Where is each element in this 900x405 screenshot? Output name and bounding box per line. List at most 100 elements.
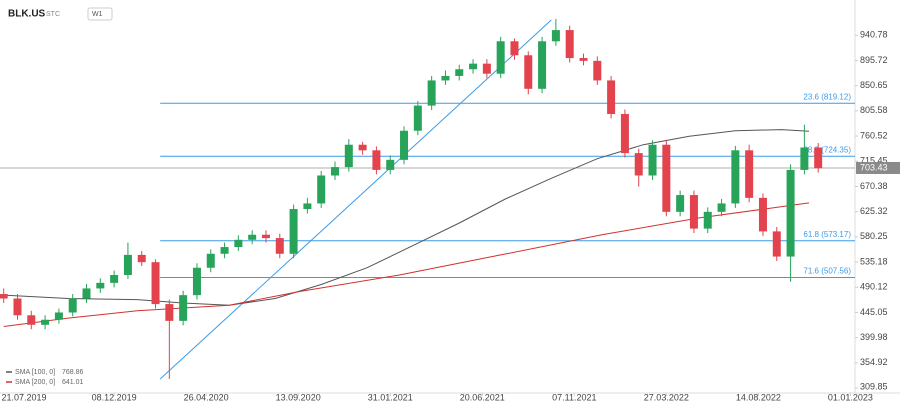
candle-body <box>220 247 229 254</box>
candle-body <box>427 80 436 106</box>
candle-body <box>275 238 284 254</box>
price-tag-label: 703.43 <box>860 162 888 172</box>
y-tick-label: 580.25 <box>860 231 888 241</box>
candle-body <box>413 105 422 131</box>
candle-body <box>469 63 478 70</box>
candle-body <box>648 144 657 176</box>
interval-box[interactable] <box>87 7 113 21</box>
candle-body <box>110 275 119 283</box>
market[interactable]: STC <box>46 11 60 18</box>
candle-body <box>234 239 243 248</box>
y-tick-label: 445.05 <box>860 307 888 317</box>
candle-body <box>179 295 188 321</box>
candle-body <box>551 30 560 42</box>
x-tick-label: 21.07.2019 <box>1 392 46 402</box>
sma-line <box>3 129 810 306</box>
x-tick-label: 07.11.2021 <box>552 392 596 402</box>
candle-body <box>620 113 629 154</box>
candle-body <box>565 30 574 59</box>
y-tick-label: 625.32 <box>860 206 888 216</box>
x-tick-label: 20.06.2021 <box>460 392 505 402</box>
candle-body <box>344 144 353 168</box>
y-tick-label: 354.92 <box>860 357 888 367</box>
candle-body <box>13 298 22 316</box>
candle-body <box>372 150 381 170</box>
candle-body <box>82 288 91 299</box>
legend-value: 641.01 <box>62 379 84 386</box>
legend-value: 768.86 <box>62 369 84 376</box>
price-tag <box>856 161 900 174</box>
candle-body <box>123 254 132 276</box>
legend-name: SMA [200, 0] <box>15 379 55 386</box>
candle-body <box>68 298 77 313</box>
interval[interactable]: W1 <box>92 11 103 18</box>
y-tick-label: 850.65 <box>860 80 888 90</box>
candle-body <box>524 55 533 89</box>
fib-label: 61.8 (573.17) <box>803 230 851 239</box>
candle-body <box>607 80 616 114</box>
candle-body <box>538 41 547 89</box>
candle-body <box>441 75 450 81</box>
trend-line <box>159 19 552 380</box>
candle-body <box>800 147 809 170</box>
candle-body <box>27 315 36 325</box>
y-tick-label: 399.98 <box>860 332 888 342</box>
fib-label: 23.6 (819.12) <box>803 92 851 101</box>
candle-body <box>717 203 726 212</box>
candle-body <box>634 153 643 176</box>
candle-body <box>662 144 671 212</box>
candle-body <box>510 41 519 56</box>
candle-body <box>772 231 781 257</box>
candle-body <box>261 234 270 239</box>
x-tick-label: 27.03.2022 <box>644 392 689 402</box>
fib-label: 38.2 (724.35) <box>803 145 851 154</box>
candle-body <box>400 130 409 160</box>
candle-body <box>386 159 395 170</box>
candle-body <box>248 234 257 240</box>
candle-body <box>814 147 823 169</box>
x-tick-label: 31.01.2021 <box>368 392 413 402</box>
candle-body <box>689 195 698 229</box>
x-tick-label: 01.01.2023 <box>828 392 873 402</box>
candle-body <box>137 254 146 263</box>
candle-body <box>758 197 767 232</box>
candle-body <box>786 169 795 257</box>
y-tick-label: 760.52 <box>860 130 888 140</box>
candle-body <box>96 282 105 289</box>
candle-body <box>331 167 340 176</box>
candle-body <box>0 294 8 299</box>
candle-body <box>54 312 63 320</box>
candle-body <box>703 211 712 229</box>
y-tick-label: 895.72 <box>860 55 888 65</box>
candle-body <box>317 175 326 204</box>
x-tick-label: 14.08.2022 <box>736 392 781 402</box>
y-tick-label: 490.12 <box>860 282 888 292</box>
fib-label: 71.6 (507.56) <box>803 267 851 276</box>
y-tick-label: 309.85 <box>860 381 888 391</box>
y-tick-label: 535.18 <box>860 256 888 266</box>
candle-body <box>455 69 464 76</box>
candle-body <box>151 262 160 305</box>
candle-body <box>593 60 602 81</box>
candle-body <box>482 63 491 74</box>
x-tick-label: 13.09.2020 <box>276 392 321 402</box>
sma-line <box>3 202 810 327</box>
x-tick-label: 08.12.2019 <box>92 392 137 402</box>
candle-body <box>496 41 505 74</box>
y-tick-label: 715.45 <box>860 156 888 166</box>
x-tick-label: 26.04.2020 <box>184 392 229 402</box>
y-tick-label: 670.38 <box>860 181 888 191</box>
legend-name: SMA [100, 0] <box>15 369 55 376</box>
candle-body <box>41 319 50 325</box>
candle-body <box>579 58 588 61</box>
candle-body <box>206 253 215 268</box>
y-tick-label: 805.58 <box>860 105 888 115</box>
candle-body <box>192 267 201 296</box>
candle-body <box>676 195 685 212</box>
candle-body <box>731 150 740 204</box>
candle-body <box>289 209 298 254</box>
candle-body <box>303 203 312 210</box>
candle-body <box>358 144 367 151</box>
